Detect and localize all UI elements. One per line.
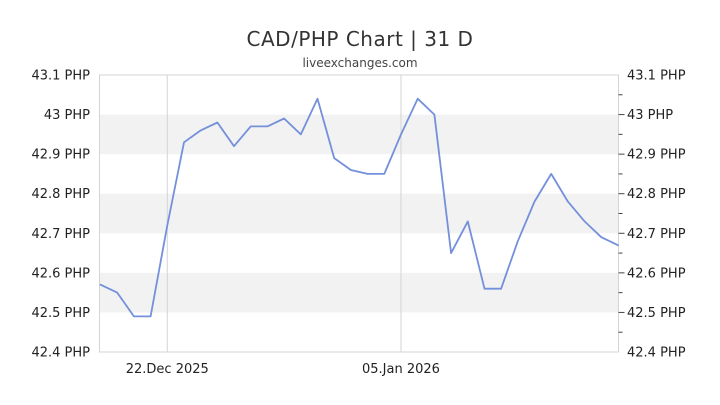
y-axis-label-right: 42.4 PHP <box>627 346 686 361</box>
price-line <box>99 97 619 318</box>
y-axis-label-right: 42.9 PHP <box>627 148 686 163</box>
y-axis-label-right: 43.1 PHP <box>627 69 686 84</box>
y-axis-label-right: 42.5 PHP <box>627 306 686 321</box>
chart-title: CAD/PHP Chart | 31 D <box>246 27 474 51</box>
y-axis-label-right: 43 PHP <box>627 108 673 123</box>
y-axis-label-left: 42.9 PHP <box>31 148 90 163</box>
chart-subtitle: liveexchanges.com <box>302 56 418 70</box>
x-axis-label: 05.Jan 2026 <box>362 362 440 377</box>
y-plot-band <box>99 114 619 155</box>
y-axis-label-left: 42.6 PHP <box>31 266 90 281</box>
y-axis-label-left: 42.5 PHP <box>31 306 90 321</box>
y-axis-label-left: 42.4 PHP <box>31 346 90 361</box>
y-plot-band <box>99 272 619 313</box>
y-axis-label-left: 43.1 PHP <box>31 69 90 84</box>
y-axis-label-right: 42.6 PHP <box>627 266 686 281</box>
y-axis-label-right: 42.8 PHP <box>627 187 686 202</box>
y-axis-label-left: 42.7 PHP <box>31 227 90 242</box>
y-plot-band <box>99 193 619 234</box>
y-axis-label-left: 42.8 PHP <box>31 187 90 202</box>
y-axis-label-left: 43 PHP <box>44 108 90 123</box>
y-axis-label-right: 42.7 PHP <box>627 227 686 242</box>
x-axis-label: 22.Dec 2025 <box>126 362 209 377</box>
